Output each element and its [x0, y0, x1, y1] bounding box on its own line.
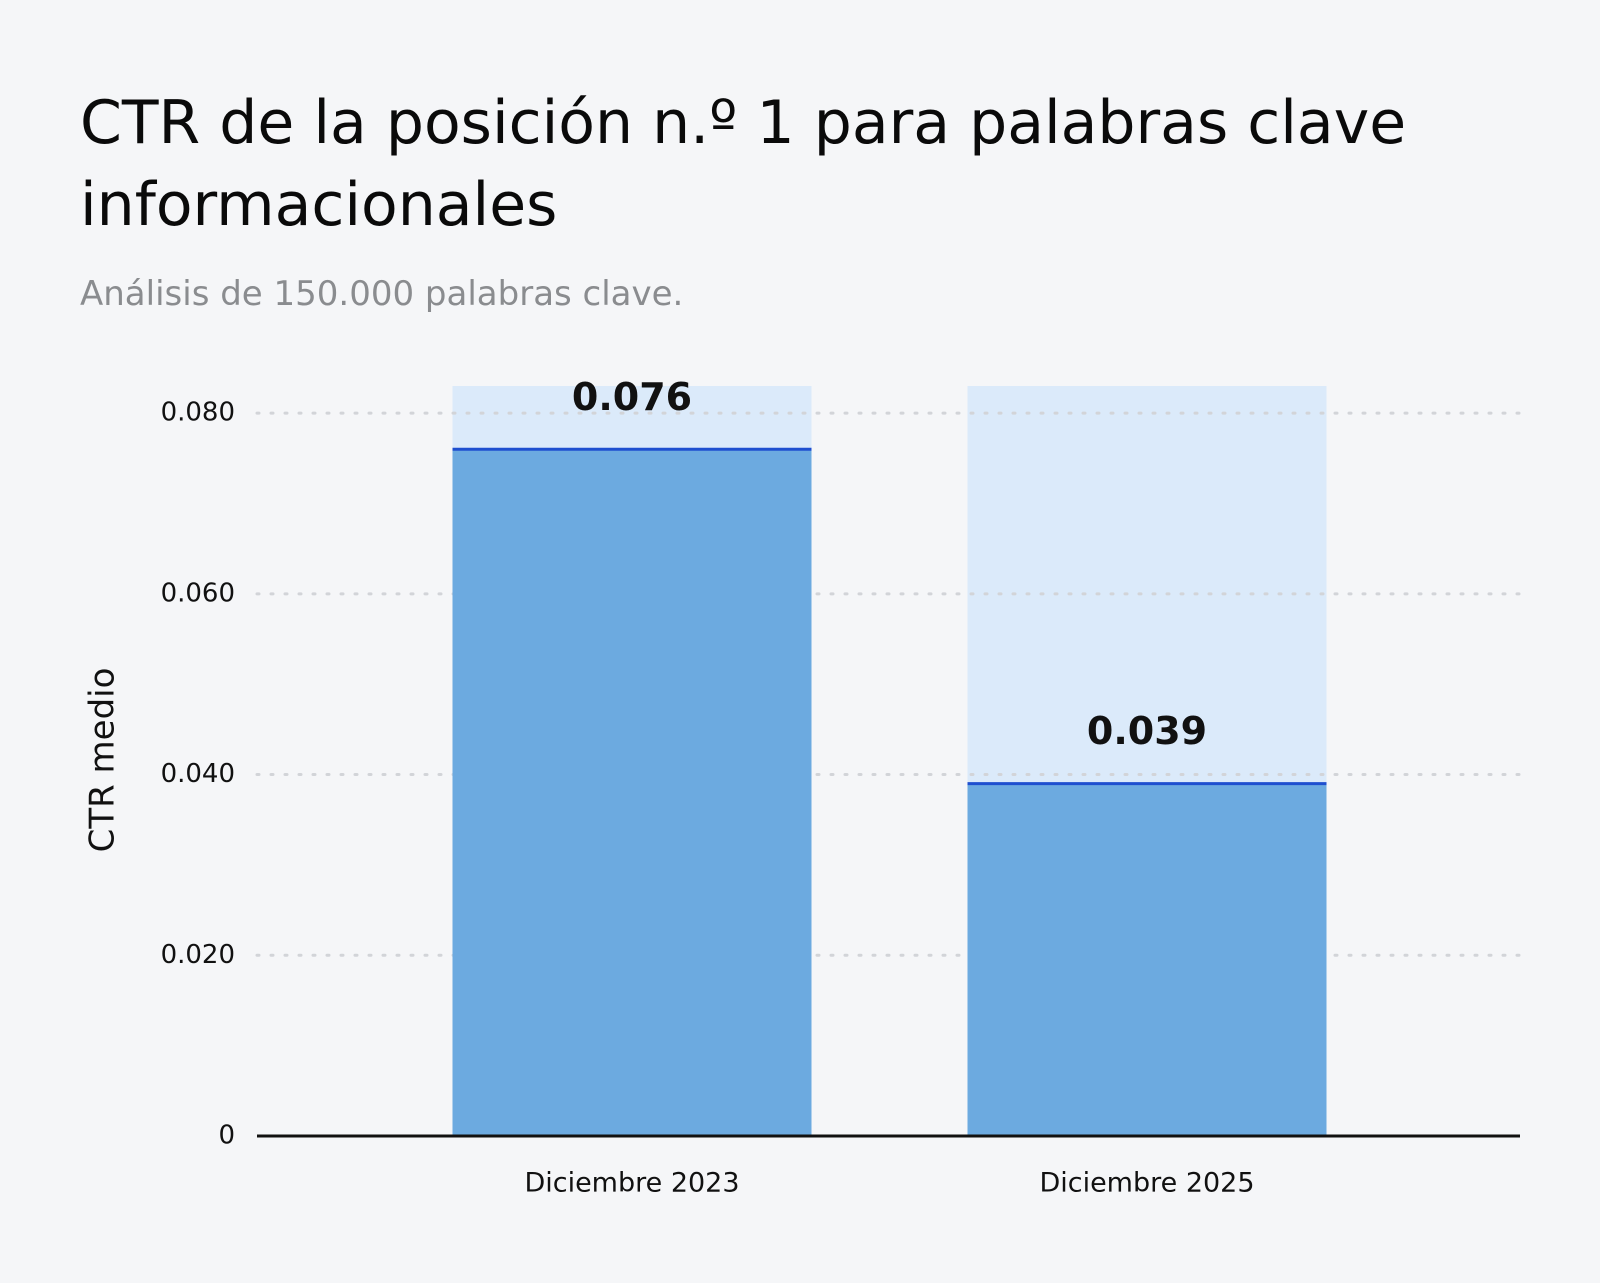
chart-subtitle: Análisis de 150.000 palabras clave. — [80, 274, 684, 314]
x-tick-label: Diciembre 2023 — [524, 1168, 739, 1199]
bar — [967, 783, 1327, 1136]
y-tick-label: 0.040 — [161, 759, 235, 789]
y-tick-label: 0 — [218, 1121, 235, 1151]
y-tick-label: 0.060 — [161, 578, 235, 608]
value-label: 0.039 — [1087, 709, 1207, 753]
chart-title: CTR de la posición n.º 1 para palabras c… — [80, 88, 1407, 240]
bar — [452, 449, 812, 1136]
y-tick-label: 0.020 — [161, 940, 235, 970]
value-label: 0.076 — [572, 375, 692, 419]
y-axis-label: CTR medio — [83, 668, 123, 853]
x-tick-label: Diciembre 2025 — [1039, 1168, 1254, 1199]
y-tick-label: 0.080 — [161, 398, 235, 428]
